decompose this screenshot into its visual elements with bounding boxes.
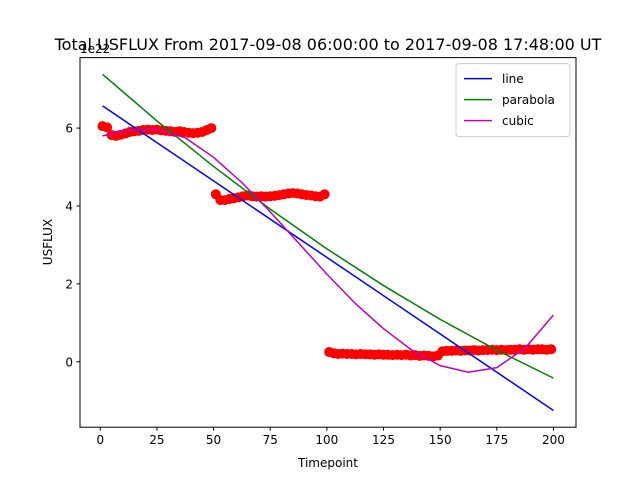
y-tick-label: 0 (65, 355, 73, 369)
y-offset-label: 1e22 (80, 42, 110, 56)
scatter-point (319, 189, 330, 200)
x-tick-label: 50 (206, 433, 221, 447)
scatter-point (102, 122, 113, 133)
line-series (102, 105, 554, 412)
legend-box (455, 63, 571, 138)
legend-label: parabola (502, 93, 555, 107)
y-tick-label: 6 (65, 122, 73, 136)
axes-frame (79, 57, 577, 428)
scatter-point (206, 123, 217, 134)
x-tick-label: 150 (429, 433, 452, 447)
x-tick-label: 0 (96, 433, 104, 447)
line-series (102, 73, 554, 379)
x-tick-label: 25 (149, 433, 164, 447)
chart-title: Total USFLUX From 2017-09-08 06:00:00 to… (54, 35, 602, 54)
x-tick-label: 200 (542, 433, 565, 447)
legend-label: cubic (502, 114, 534, 128)
y-tick-label: 4 (65, 199, 73, 213)
x-tick-label: 75 (263, 433, 278, 447)
x-axis-label: Timepoint (297, 456, 358, 470)
y-tick-label: 2 (65, 277, 73, 291)
scatter-point (546, 344, 557, 355)
legend-label: line (502, 72, 524, 86)
x-tick-label: 100 (315, 433, 338, 447)
x-tick-label: 175 (485, 433, 508, 447)
x-tick-label: 125 (372, 433, 395, 447)
line-series (102, 128, 555, 374)
y-axis-label: USFLUX (41, 219, 55, 265)
